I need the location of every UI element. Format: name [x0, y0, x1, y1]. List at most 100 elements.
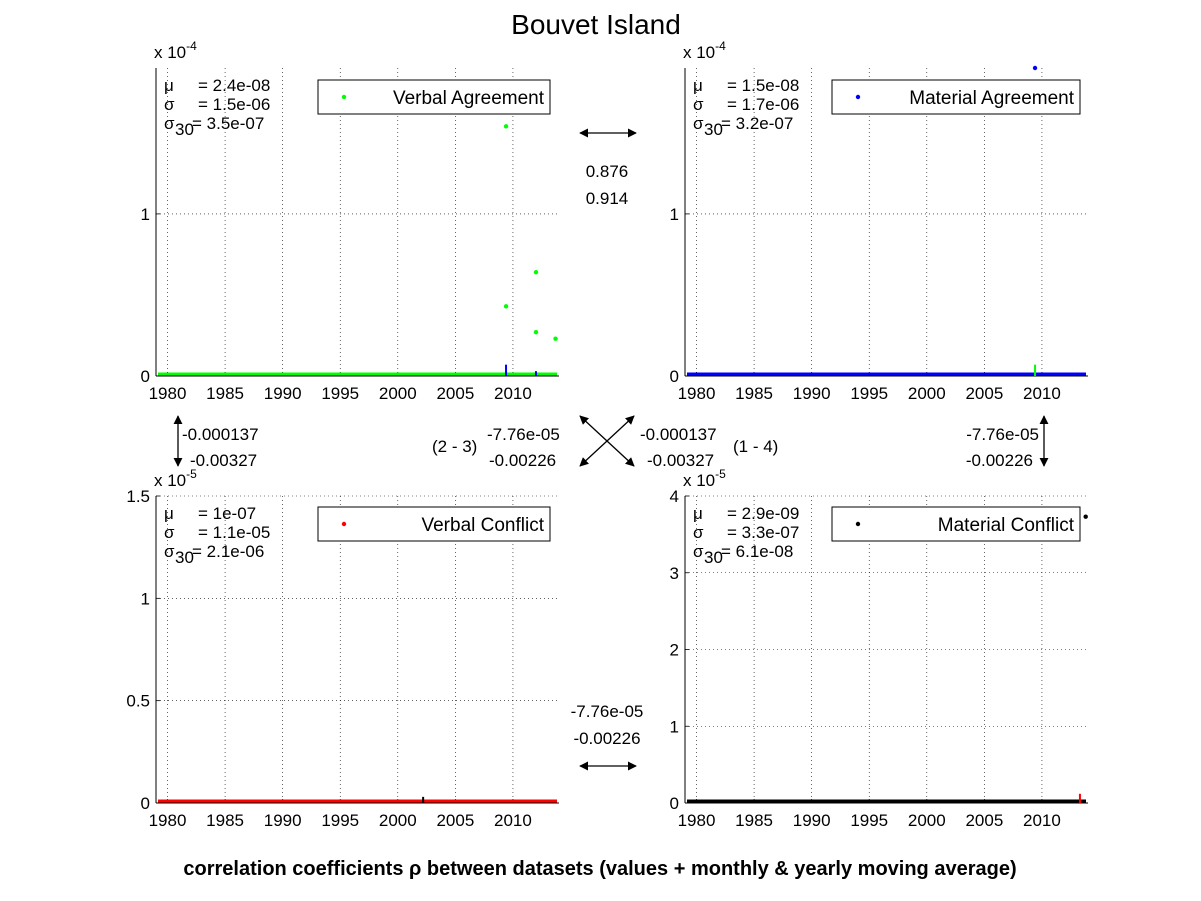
panel-2-x-tick-label: 1990	[793, 384, 831, 403]
panel-1-exponent-label: x 10-4	[154, 39, 197, 62]
panel-3-x-tick-label: 2010	[494, 811, 532, 830]
panel-3: 1980 1985 1990 1995 2000 2005 2010 0 0.5 1 1.5x 10…	[126, 467, 559, 830]
panel-2-x-tick-label: 2005	[965, 384, 1003, 403]
panel-2: 1980 1985 1990 1995 2000 2005 2010 0 1 x 10-4 μ = 1…	[670, 39, 1088, 403]
correlation-right: -7.76e-05 -0.00226	[966, 415, 1049, 470]
panel-1-data-point	[553, 336, 558, 341]
panel-3-stat-symbol: μ	[164, 504, 174, 523]
panel-1-data-point	[503, 124, 509, 129]
correlation-diagonal-arrow-1-4	[579, 415, 635, 467]
panel-3-legend-label: Verbal Conflict	[421, 515, 544, 536]
correlation-top-value-1: 0.876	[586, 162, 629, 181]
panel-1-stat-value: = 2.4e-08	[198, 76, 270, 95]
panel-1-x-tick-label: 2005	[436, 384, 474, 403]
panel-2-x-tick-label: 1995	[850, 384, 888, 403]
panel-1-data-point	[533, 330, 539, 335]
panel-4-stat-symbol: σ	[693, 523, 704, 542]
panel-1-x-tick-label: 1985	[206, 384, 244, 403]
correlation-bottom-value-2: -0.00226	[573, 729, 640, 748]
correlation-diag-1-4-value-2: -0.00327	[647, 451, 714, 470]
panel-2-legend-label: Material Agreement	[909, 88, 1074, 109]
panel-4-x-tick-label: 2000	[908, 811, 946, 830]
panel-4-legend-label: Material Conflict	[938, 515, 1075, 536]
panel-2-y-tick-label: 1	[670, 205, 679, 224]
panel-1-stat-symbol: σ	[164, 95, 175, 114]
panel-4-stat-subscript: 30	[704, 548, 723, 567]
panel-4-legend-marker	[855, 521, 861, 527]
panel-2-x-tick-label: 2000	[908, 384, 946, 403]
panel-2-x-tick-label: 1985	[735, 384, 773, 403]
correlation-right-value-1: -7.76e-05	[966, 425, 1039, 444]
panel-2-stat-symbol: σ	[693, 95, 704, 114]
panel-4-x-tick-label: 1985	[735, 811, 773, 830]
panel-4-stat-symbol: σ	[693, 542, 704, 561]
panel-1-data-point	[503, 304, 509, 309]
panel-4-data-point	[1083, 514, 1088, 519]
figure-title: Bouvet Island	[511, 9, 681, 40]
panel-1-stat-symbol: μ	[164, 76, 174, 95]
correlation-left-value-2: -0.00327	[190, 451, 257, 470]
correlation-right-value-2: -0.00226	[966, 451, 1033, 470]
panel-3-x-tick-label: 2000	[379, 811, 417, 830]
panel-4: 1980 1985 1990 1995 2000 2005 2010 0 1 2 3 4x 10-5 μ…	[670, 467, 1088, 830]
panel-4-y-tick-label: 2	[670, 641, 679, 660]
panel-3-stat-symbol: σ	[164, 542, 175, 561]
panel-4-stat-symbol: μ	[693, 504, 703, 523]
panel-2-exponent-label: x 10-4	[683, 39, 726, 62]
panel-1-stat-value: = 3.5e-07	[192, 114, 264, 133]
correlation-top-value-2: 0.914	[586, 189, 629, 208]
panel-4-y-tick-label: 0	[670, 794, 679, 813]
panel-1-x-tick-label: 1990	[264, 384, 302, 403]
panel-1-legend-box	[317, 79, 551, 115]
panel-2-x-tick-label: 1980	[678, 384, 716, 403]
panel-1-exponent-base: x 10	[154, 43, 186, 62]
panel-2-stat-value: = 1.7e-06	[727, 95, 799, 114]
correlation-left-value-1: -0.000137	[182, 425, 259, 444]
panel-3-y-tick-label: 1	[141, 589, 150, 608]
panel-3-stat-value: = 1.1e-05	[198, 523, 270, 542]
panel-2-legend-box	[831, 79, 1081, 115]
panel-2-legend-marker	[855, 94, 861, 100]
panel-3-legend-marker	[341, 521, 347, 527]
panel-1-x-tick-label: 1995	[321, 384, 359, 403]
panel-2-exponent-base: x 10	[683, 43, 715, 62]
panel-1-legend-marker	[341, 94, 347, 100]
panel-4-x-tick-label: 2010	[1023, 811, 1061, 830]
panel-3-exponent-base: x 10	[154, 471, 186, 490]
correlation-bottom: -7.76e-05 -0.00226	[571, 702, 643, 771]
panel-4-y-tick-label: 1	[670, 717, 679, 736]
panel-2-x-tick-label: 2010	[1023, 384, 1061, 403]
panel-3-exponent-label: x 10-5	[154, 467, 197, 490]
panel-3-x-tick-label: 1980	[149, 811, 187, 830]
panel-4-stat-value: = 6.1e-08	[721, 542, 793, 561]
panel-4-stat-value: = 3.3e-07	[727, 523, 799, 542]
figure-footer: correlation coefficients ρ between datas…	[183, 858, 1016, 880]
panel-1-x-tick-label: 1980	[149, 384, 187, 403]
panel-3-x-tick-label: 1990	[264, 811, 302, 830]
panel-4-y-tick-label: 4	[670, 487, 679, 506]
panel-4-legend-box	[831, 506, 1081, 542]
panel-1-stat-symbol: σ	[164, 114, 175, 133]
correlation-diag-2-3-value-2: -0.00226	[489, 451, 556, 470]
panel-3-stat-value: = 1e-07	[198, 504, 256, 523]
panel-4-exponent-label: x 10-5	[683, 467, 726, 490]
panel-4-exponent-base: x 10	[683, 471, 715, 490]
panel-3-y-tick-label: 0	[141, 794, 150, 813]
panel-1-x-tick-label: 2000	[379, 384, 417, 403]
panel-4-exponent-power: -5	[715, 467, 726, 481]
panel-4-y-tick-label: 3	[670, 564, 679, 583]
panel-2-stat-symbol: μ	[693, 76, 703, 95]
panel-4-x-tick-label: 1990	[793, 811, 831, 830]
panel-1-y-tick-label: 0	[141, 367, 150, 386]
panel-3-x-tick-label: 2005	[436, 811, 474, 830]
correlation-diag-1-4-value-1: -0.000137	[640, 425, 717, 444]
panel-3-exponent-power: -5	[186, 467, 197, 481]
panel-3-y-tick-label: 1.5	[126, 487, 150, 506]
panel-1-legend-label: Verbal Agreement	[393, 88, 545, 109]
panel-3-stat-value: = 2.1e-06	[192, 542, 264, 561]
panel-3-x-tick-label: 1995	[321, 811, 359, 830]
panel-2-data-point	[1032, 65, 1038, 71]
panel-3-legend-box	[317, 506, 551, 542]
